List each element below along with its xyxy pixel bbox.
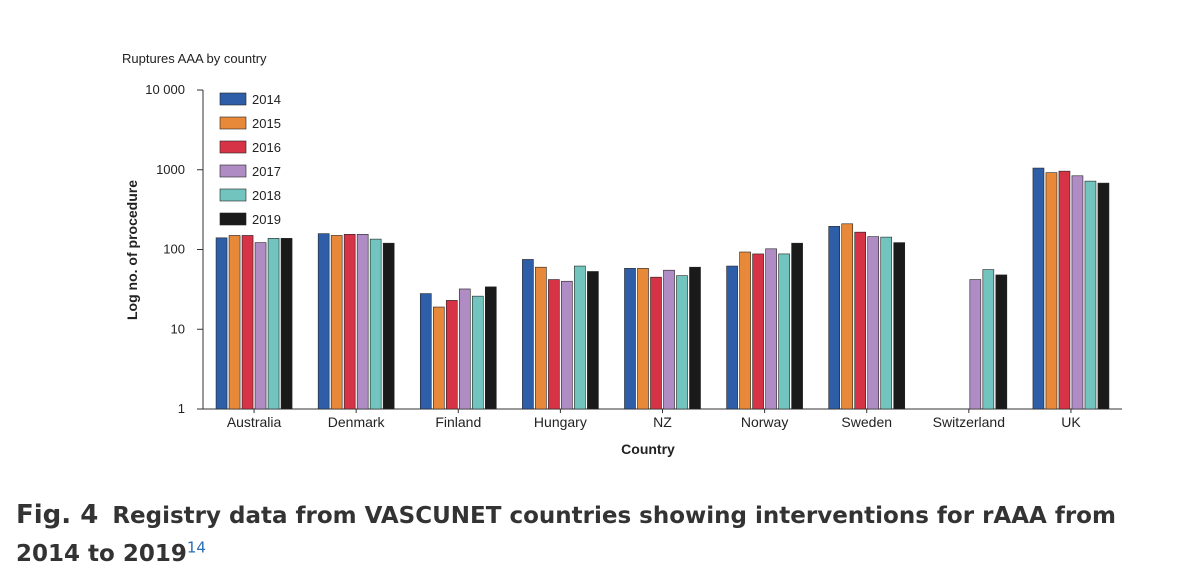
bar-norway-2019 (791, 242, 803, 410)
bar-nz-2018 (676, 275, 688, 410)
chart-title: Ruptures AAA by country (122, 51, 267, 66)
bar-hungary-2019 (587, 271, 599, 410)
bar-denmark-2015 (330, 235, 343, 410)
bar-australia-2018 (267, 238, 280, 410)
bar-sweden-2018 (880, 236, 893, 410)
y-tick-label: 1000 (156, 162, 185, 177)
legend-label-2017: 2017 (252, 164, 281, 179)
bar-hungary-2017 (561, 280, 573, 410)
bar-finland-2015 (432, 306, 445, 410)
bar-sweden-2017 (867, 236, 880, 410)
legend-label-2019: 2019 (252, 212, 281, 227)
x-tick-label: Hungary (534, 414, 587, 430)
bar-norway-2014 (726, 265, 738, 410)
caption-reference-link[interactable]: 14 (186, 538, 206, 557)
bar-hungary-2016 (548, 279, 560, 410)
bar-australia-2017 (254, 242, 267, 410)
legend-swatch-2014 (219, 92, 247, 106)
y-axis-title: Log no. of procedure (124, 180, 140, 320)
legend-swatch-2019 (219, 212, 247, 226)
y-tick-label: 10 000 (145, 82, 185, 97)
bar-denmark-2017 (356, 234, 369, 410)
bar-chart: Ruptures AAA by country 1 10 100 1000 10 000… (122, 51, 1122, 457)
caption-text: Registry data from VASCUNET countries sh… (16, 503, 1116, 567)
legend-swatch-2016 (219, 140, 247, 154)
x-tick-label: NZ (653, 414, 672, 430)
x-tick-label: UK (1061, 414, 1081, 430)
bar-denmark-2018 (369, 238, 382, 410)
bar-hungary-2015 (535, 266, 547, 410)
bar-denmark-2019 (382, 242, 395, 410)
bar-australia-2015 (228, 235, 241, 410)
bar-sweden-2019 (893, 242, 906, 410)
bar-hungary-2014 (522, 259, 534, 410)
bar-nz-2014 (624, 268, 636, 410)
bar-switzerland-2017 (969, 279, 982, 410)
bar-norway-2018 (778, 253, 790, 410)
legend-swatch-2017 (219, 164, 247, 178)
bar-uk-2018 (1084, 180, 1097, 410)
legend-swatch-2018 (219, 188, 247, 202)
x-tick-label: Denmark (328, 414, 386, 430)
chart-legend: 2014 2015 2016 2017 2018 2019 (219, 92, 281, 227)
bar-nz-2016 (650, 276, 662, 410)
bar-nz-2015 (637, 268, 649, 410)
y-tick-label: 1 (178, 401, 185, 416)
bar-finland-2016 (445, 300, 458, 410)
bar-norway-2017 (765, 248, 777, 410)
x-tick-label: Australia (227, 414, 282, 430)
legend-label-2015: 2015 (252, 116, 281, 131)
y-tick-label: 100 (163, 242, 185, 257)
bar-uk-2017 (1071, 175, 1084, 410)
x-tick-label: Sweden (841, 414, 892, 430)
legend-swatch-2015 (219, 116, 247, 130)
bar-sweden-2015 (841, 223, 854, 410)
bar-uk-2015 (1045, 172, 1058, 410)
bar-finland-2019 (484, 286, 497, 410)
bar-australia-2014 (215, 237, 228, 410)
figure-number: Fig. 4 (16, 500, 99, 530)
bar-finland-2018 (471, 295, 484, 410)
bar-norway-2015 (739, 251, 751, 410)
bar-denmark-2014 (317, 233, 330, 410)
x-axis-title: Country (621, 441, 675, 457)
legend-label-2014: 2014 (252, 92, 281, 107)
bar-switzerland-2018 (982, 269, 995, 410)
bar-uk-2019 (1097, 182, 1110, 410)
bar-finland-2017 (458, 288, 471, 410)
bar-nz-2019 (689, 266, 701, 410)
bar-switzerland-2019 (995, 274, 1008, 410)
chart-bars (215, 167, 1110, 410)
chart-axes: 1 10 100 1000 10 000 Australia Denmark Finland H… (145, 82, 1122, 430)
bar-hungary-2018 (574, 265, 586, 410)
x-tick-label: Finland (435, 414, 481, 430)
x-tick-label: Switzerland (933, 414, 1005, 430)
bar-norway-2016 (752, 253, 764, 410)
bar-sweden-2014 (828, 226, 841, 410)
bar-sweden-2016 (854, 231, 867, 410)
bar-finland-2014 (419, 293, 432, 410)
figure-caption: Fig. 4 Registry data from VASCUNET count… (16, 496, 1186, 573)
legend-label-2018: 2018 (252, 188, 281, 203)
x-tick-label: Norway (741, 414, 788, 430)
y-tick-label: 10 (171, 321, 185, 336)
bar-uk-2016 (1058, 170, 1071, 410)
bar-australia-2019 (280, 238, 293, 410)
bar-nz-2017 (663, 269, 675, 410)
bar-uk-2014 (1032, 167, 1045, 410)
bar-australia-2016 (241, 235, 254, 410)
bar-denmark-2016 (343, 234, 356, 410)
legend-label-2016: 2016 (252, 140, 281, 155)
